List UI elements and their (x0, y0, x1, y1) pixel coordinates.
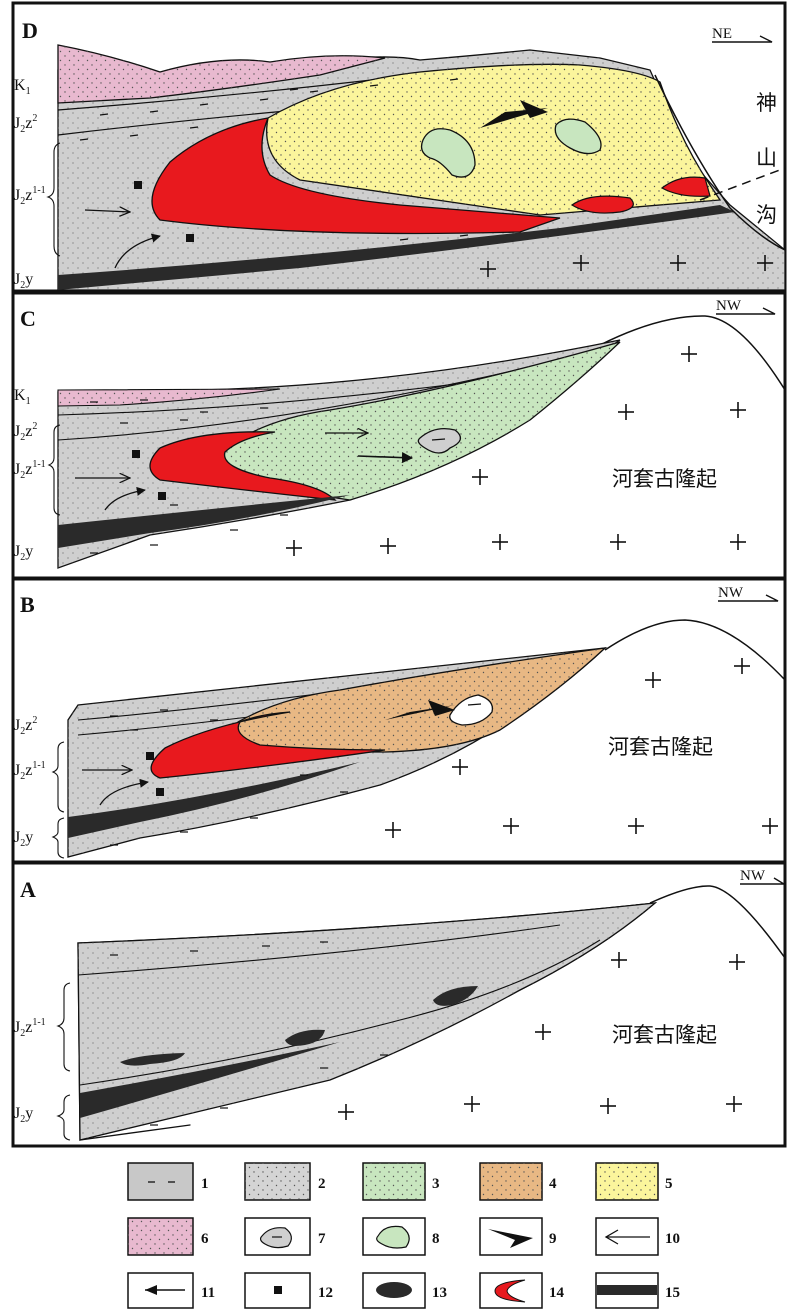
legend-item-6: 6 (127, 1217, 209, 1256)
legend-item-8: 8 (362, 1217, 440, 1256)
legend-item-9: 9 (479, 1217, 557, 1256)
svg-text:13: 13 (432, 1285, 447, 1301)
panel-c: C NW K1 J2z2 J2z1-1 J2y 河套古隆起 (11, 291, 787, 580)
panel-c-letter: C (20, 306, 36, 331)
legend-item-1: 1 (127, 1162, 209, 1201)
panel-d-direction: NE (712, 26, 732, 42)
panel-c-layer-j2z1-1: J2z1-1 (14, 459, 46, 481)
panel-d-layer-j2y: J2y (14, 271, 33, 291)
svg-text:3: 3 (432, 1176, 440, 1192)
panel-d-layer-j2z2: J2z2 (14, 113, 37, 135)
svg-text:5: 5 (665, 1176, 673, 1192)
svg-text:11: 11 (201, 1285, 215, 1301)
legend-item-15: 15 (595, 1272, 680, 1309)
legend-item-3: 3 (362, 1162, 440, 1201)
svg-text:8: 8 (432, 1231, 440, 1247)
panel-b-direction: NW (718, 585, 744, 601)
pyrite-square-icon (134, 181, 142, 189)
panel-d: D NE K1 J2z2 J2z1-1 J2y 神 山 沟 (11, 1, 787, 293)
panel-d-layer-k1: K1 (14, 77, 31, 97)
legend-item-12: 12 (244, 1272, 333, 1309)
panel-a-direction: NW (740, 868, 766, 884)
panel-a: A NW J2z1-1 J2y 河套古隆起 (11, 861, 787, 1148)
place-name-char-3: 沟 (756, 203, 777, 227)
svg-text:15: 15 (665, 1285, 680, 1301)
panel-b-uplift-label: 河套古隆起 (608, 735, 713, 759)
svg-text:10: 10 (665, 1231, 680, 1247)
panel-c-layer-j2y: J2y (14, 543, 33, 563)
basement-cross-icon (480, 255, 773, 277)
flow-arrow-icon (84, 210, 130, 212)
panel-c-layer-k1: K1 (14, 387, 31, 407)
panel-c-layer-j2z2: J2z2 (14, 421, 37, 443)
place-name-char-1: 神 (756, 91, 777, 115)
panel-b: B NW J2z2 J2z1-1 J2y 河套古隆起 (11, 577, 787, 864)
svg-text:9: 9 (549, 1231, 557, 1247)
paleo-flow-arrow-icon (114, 233, 161, 269)
legend-item-10: 10 (595, 1217, 680, 1256)
legend-item-7: 7 (244, 1217, 326, 1256)
legend: 1 2 3 4 5 6 (127, 1162, 680, 1309)
panel-c-direction: NW (716, 298, 742, 314)
panel-a-layer-j2y: J2y (14, 1105, 33, 1125)
panel-c-uplift-label: 河套古隆起 (612, 467, 717, 491)
panel-a-letter: A (20, 877, 36, 902)
panel-d-letter: D (22, 18, 38, 43)
legend-item-4: 4 (479, 1162, 557, 1201)
panel-a-layer-j2z1-1: J2z1-1 (14, 1017, 46, 1039)
panel-b-letter: B (20, 592, 35, 617)
legend-item-13: 13 (362, 1272, 447, 1309)
svg-text:6: 6 (201, 1231, 209, 1247)
svg-text:4: 4 (549, 1176, 557, 1192)
panel-b-layer-j2z1-1: J2z1-1 (14, 760, 46, 782)
svg-text:1: 1 (201, 1176, 209, 1192)
panel-a-uplift-label: 河套古隆起 (612, 1023, 717, 1047)
fault-dashed-line (699, 167, 786, 201)
svg-text:12: 12 (318, 1285, 333, 1301)
legend-item-2: 2 (244, 1162, 326, 1201)
svg-text:2: 2 (318, 1176, 326, 1192)
place-name-char-2: 山 (756, 146, 777, 170)
svg-text:7: 7 (318, 1231, 326, 1247)
legend-item-11: 11 (127, 1272, 215, 1309)
svg-text:14: 14 (549, 1285, 565, 1301)
legend-item-5: 5 (595, 1162, 673, 1201)
legend-item-14: 14 (479, 1272, 565, 1309)
panel-b-layer-j2y: J2y (14, 829, 33, 849)
panel-d-layer-j2z1-1: J2z1-1 (14, 185, 46, 207)
panel-b-layer-j2z2: J2z2 (14, 715, 37, 737)
